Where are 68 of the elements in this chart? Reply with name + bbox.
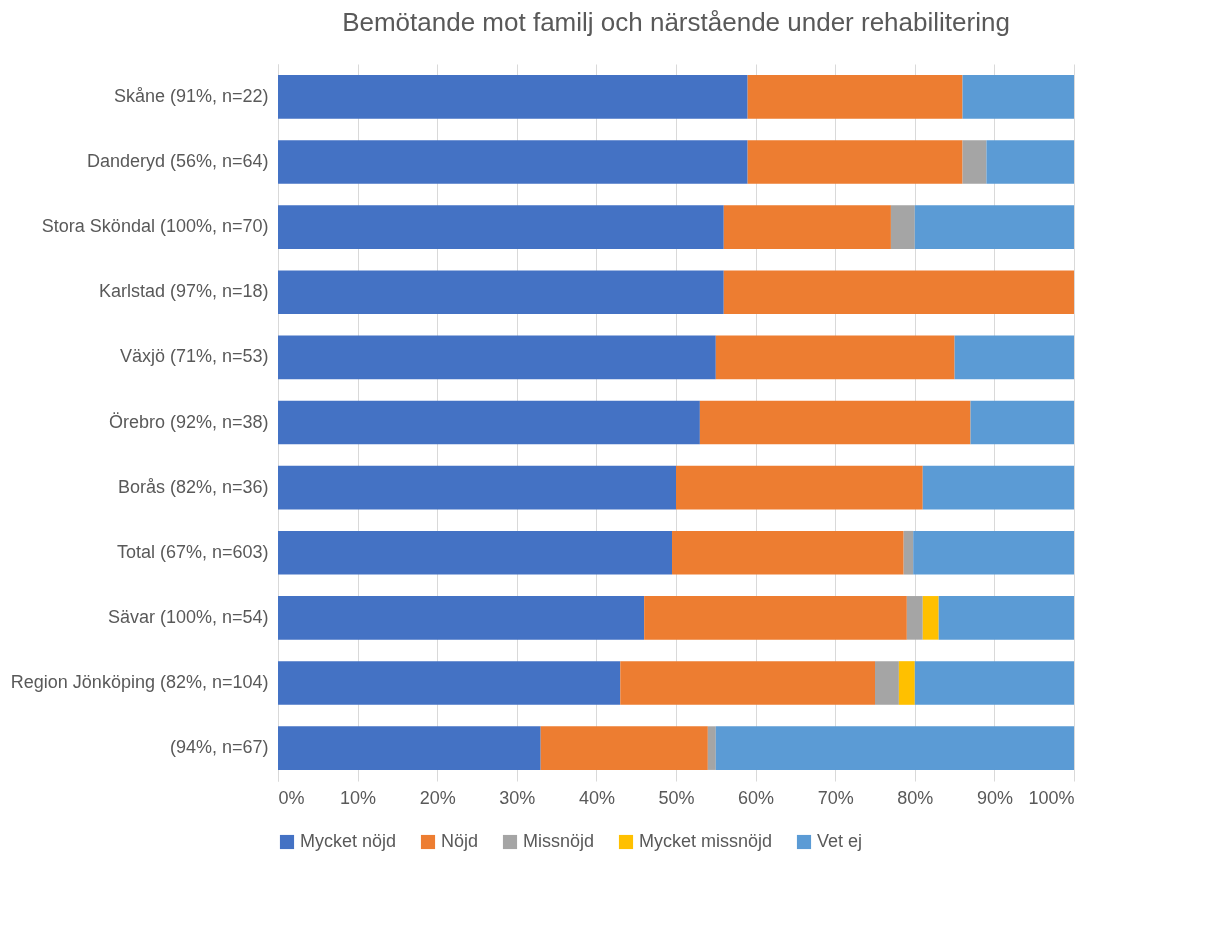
x-tick-label: 50% [658, 787, 695, 808]
bar [278, 661, 621, 705]
y-tick-label: Karlstad (97%, n=18) [98, 281, 269, 302]
legend-label: Vet ej [817, 831, 863, 851]
x-tick-label: 10% [340, 787, 377, 808]
bar [278, 726, 541, 770]
y-tick-label: Skåne (91%, n=22) [113, 85, 269, 106]
bar [278, 596, 645, 640]
y-tick-label: Sävar (100%, n=54) [107, 606, 269, 627]
bar [676, 465, 923, 510]
bar [898, 661, 915, 705]
bar [278, 465, 676, 510]
bar [986, 140, 1074, 184]
y-tick-label: Stora Sköndal (100%, n=70) [41, 216, 269, 237]
legend-label: Nöjd [441, 831, 479, 851]
y-tick-label: Total (67%, n=603) [116, 541, 269, 562]
x-tick-label: 80% [897, 787, 934, 808]
y-tick-label: (94%, n=67) [169, 737, 269, 758]
bar [278, 400, 700, 445]
bar [723, 205, 891, 249]
bar [278, 270, 724, 315]
x-tick-label: 40% [578, 787, 615, 808]
bar [699, 400, 971, 445]
bar [278, 75, 748, 119]
legend-label: Mycket missnöjd [639, 831, 773, 851]
y-tick-label: Örebro (92%, n=38) [108, 411, 269, 432]
x-tick-label: 60% [738, 787, 775, 808]
bar [723, 270, 1074, 315]
legend-label: Missnöjd [523, 831, 595, 851]
bar [747, 75, 963, 119]
bar [962, 75, 1074, 119]
legend-label: Mycket nöjd [300, 831, 397, 851]
y-tick-label: Region Jönköping (82%, n=104) [10, 671, 269, 692]
bar [672, 530, 904, 575]
y-tick-label: Borås (82%, n=36) [117, 476, 269, 497]
bar [913, 530, 1074, 575]
bar [540, 726, 708, 770]
bar [962, 140, 987, 184]
bar [970, 400, 1074, 445]
bar [922, 596, 939, 640]
bar [922, 465, 1074, 510]
bar [620, 661, 875, 705]
bar [914, 661, 1074, 705]
bar [747, 140, 963, 184]
bar [278, 335, 716, 380]
bar [875, 661, 899, 705]
bar [707, 726, 716, 770]
bar [278, 205, 724, 249]
bar [715, 335, 955, 380]
bar [278, 530, 673, 575]
x-tick-label: 20% [419, 787, 456, 808]
bar [278, 140, 748, 184]
y-tick-label: Danderyd (56%, n=64) [86, 151, 269, 172]
bar [914, 205, 1074, 249]
bar [890, 205, 915, 249]
bar [954, 335, 1074, 380]
y-tick-label: Växjö (71%, n=53) [119, 346, 269, 367]
x-tick-label: 70% [817, 787, 854, 808]
bar [938, 596, 1074, 640]
bar [903, 530, 914, 575]
x-tick-label: 0% [278, 787, 305, 808]
chart-title: Bemötande mot familj och närstående under rehabilitering [342, 7, 1010, 37]
x-tick-label: 90% [976, 787, 1013, 808]
bar [715, 726, 1074, 770]
x-tick-label: 100% [1028, 787, 1075, 808]
bar [644, 596, 907, 640]
bar [906, 596, 923, 640]
x-tick-label: 30% [499, 787, 536, 808]
